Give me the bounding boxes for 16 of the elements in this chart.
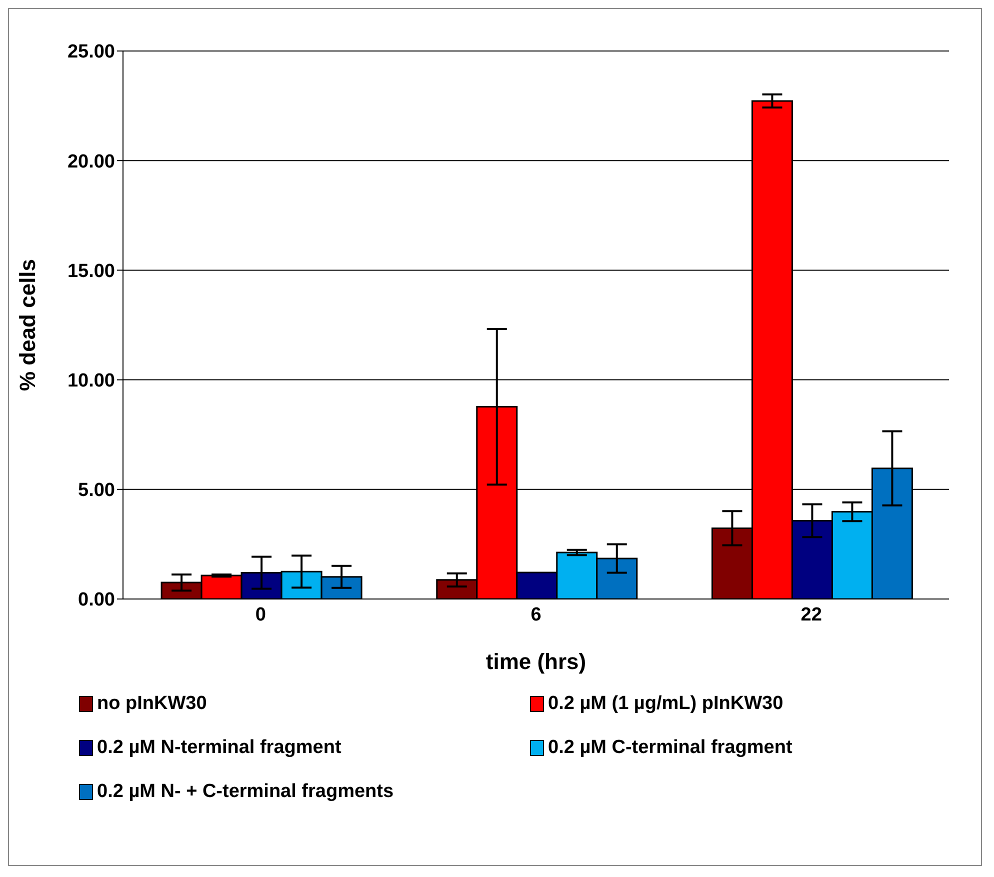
y-tick-label: 15.00 [67, 260, 115, 282]
legend-label: 0.2 µM C-terminal fragment [548, 737, 792, 759]
y-tick-label: 10.00 [67, 370, 115, 392]
y-axis-title: % dead cells [14, 258, 40, 392]
legend-label: no pInKW30 [97, 693, 207, 715]
x-axis-title: time (hrs) [486, 649, 586, 674]
legend-label: 0.2 µM N- + C-terminal fragments [97, 781, 394, 803]
x-tick-label: 0 [255, 604, 266, 626]
y-tick-label: 25.00 [67, 42, 115, 63]
legend-label: 0.2 µM N-terminal fragment [97, 737, 342, 759]
x-tick-label: 22 [800, 604, 822, 626]
x-tick-label: 6 [530, 604, 542, 626]
y-tick-label: 20.00 [67, 151, 115, 172]
y-tick-label: 0.00 [78, 590, 115, 611]
y-tick-label: 5.00 [78, 480, 115, 502]
legend-label: 0.2 µM (1 µg/mL) pInKW30 [548, 693, 784, 715]
